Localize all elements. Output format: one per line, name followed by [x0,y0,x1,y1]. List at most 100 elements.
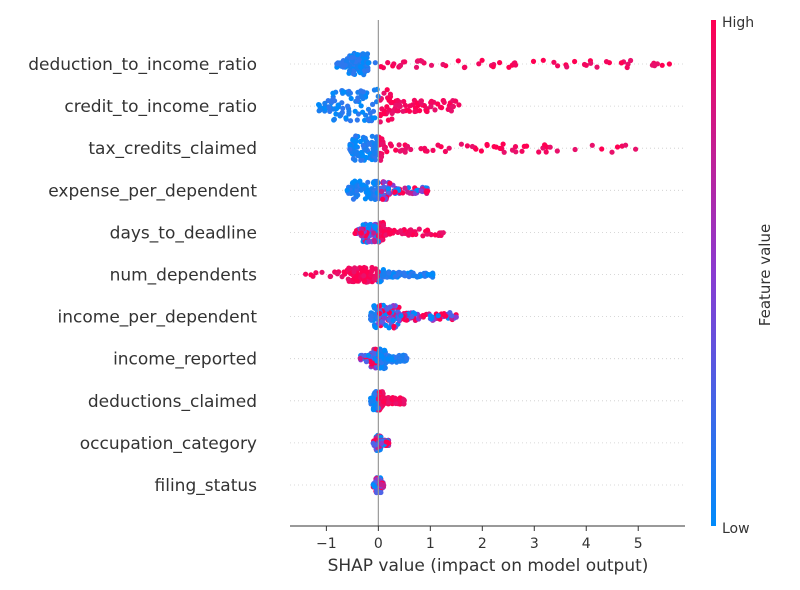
shap-point [500,141,506,147]
feature-label: filing_status [155,476,258,496]
shap-point [380,222,387,228]
shap-point [386,96,393,102]
shap-point [428,315,435,321]
feature-label: tax_credits_claimed [88,139,257,159]
shap-point [581,61,588,68]
shap-point [372,324,378,330]
colorbar: High Low Feature value [711,15,774,537]
colorbar-gradient [711,20,716,526]
shap-point [453,314,459,320]
shap-point [381,315,387,321]
shap-point [501,149,507,155]
shap-point [343,115,349,121]
shap-point [328,273,334,279]
shap-point [391,227,397,233]
shap-point [387,231,393,237]
shap-point [519,148,525,154]
shap-point [363,359,369,365]
shap-point [359,151,365,157]
shap-point [490,64,496,70]
shap-point [367,110,373,116]
shap-point [424,227,431,233]
shap-point [418,188,424,194]
shap-point [350,196,357,202]
shap-point [371,180,377,186]
shap-point [378,188,385,195]
shap-point [599,146,605,152]
shap-point [363,154,369,161]
shap-point [341,269,347,275]
shap-point [476,61,482,67]
shap-point [392,274,398,280]
shap-point [397,228,404,234]
shap-point [347,146,353,152]
x-tick-label: 0 [374,536,383,552]
shap-point [349,54,355,61]
shap-point [407,103,413,109]
shap-point [386,317,392,323]
shap-point [372,60,378,66]
shap-point [396,269,402,275]
shap-point [497,145,503,151]
shap-point [377,119,383,125]
shap-point [391,61,397,67]
shap-point [378,489,384,496]
shap-point [377,152,383,158]
shap-point [357,355,363,361]
shap-point [348,95,354,102]
shap-point [387,91,393,97]
shap-point [401,397,407,404]
shap-point [370,101,376,107]
shap-point [334,61,340,67]
shap-point [303,271,309,277]
shap-point [456,102,462,108]
x-axis: −1 0 1 2 3 4 5 [290,525,685,552]
shap-point [388,355,395,361]
shap-point [432,232,438,238]
shap-point [659,62,665,68]
shap-point [371,303,377,309]
shap-point [371,230,377,236]
shap-point [422,145,428,151]
shap-point [343,58,350,64]
shap-point [358,187,364,193]
shap-point [357,178,363,184]
x-tick-label: 4 [582,536,591,552]
shap-point [352,157,358,163]
feature-label: income_per_dependent [58,308,258,328]
shap-point [524,143,530,149]
shap-point [401,98,407,105]
shap-point [367,358,373,364]
shap-point [423,108,429,114]
shap-point [378,360,385,366]
shap-point [364,51,371,57]
shap-point [351,269,357,275]
shap-point [409,313,415,320]
shap-point [352,108,358,114]
shap-point [402,273,408,279]
shap-point [362,147,368,153]
shap-point [430,147,436,153]
shap-point [425,188,431,194]
shap-point [355,95,361,101]
shap-point [308,272,314,278]
feature-label: deductions_claimed [88,392,257,412]
shap-point [455,58,461,64]
shap-point [398,313,404,319]
shap-point [395,108,401,114]
shap-point [407,190,413,196]
shap-point [458,141,464,147]
shap-point [446,145,452,151]
shap-point [371,87,377,93]
shap-point [331,116,337,122]
shap-point [360,142,366,149]
shap-point [429,99,435,105]
shap-point [372,239,378,245]
shap-point [424,231,430,237]
shap-point [420,312,426,319]
shap-point [365,117,371,123]
shap-point [354,117,360,123]
shap-point [353,133,359,139]
shap-point [478,148,484,154]
feature-label: deduction_to_income_ratio [28,55,257,75]
